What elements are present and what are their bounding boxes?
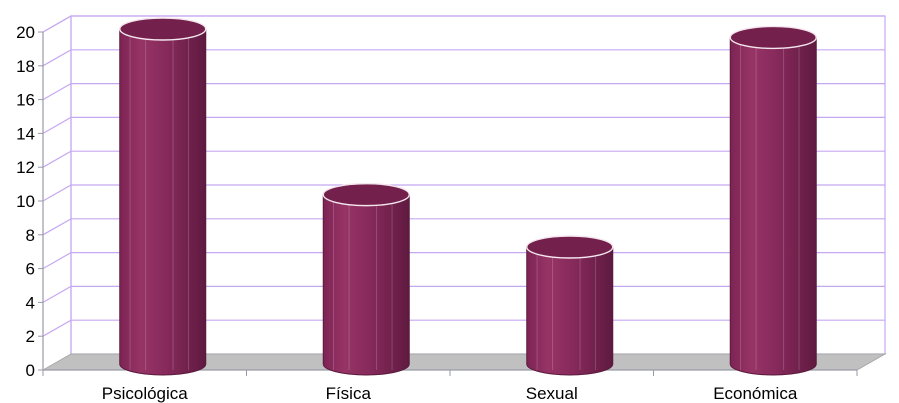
bar (119, 17, 207, 376)
y-tick-label: 18 (16, 57, 35, 76)
x-category-label: Económica (713, 384, 798, 403)
bar-body (729, 36, 817, 376)
x-category-label: Psicológica (102, 384, 189, 403)
x-category-label: Sexual (526, 384, 578, 403)
y-tick-label: 10 (16, 192, 35, 211)
bar (322, 182, 410, 376)
y-tick-label: 2 (26, 327, 35, 346)
gridline (42, 15, 885, 33)
bar (526, 235, 614, 376)
gridline (42, 116, 885, 134)
y-tick-label: 8 (26, 226, 35, 245)
x-axis-category-labels: Psicológica Física Sexual Económica (102, 384, 798, 403)
gridline (42, 218, 885, 236)
gridline (42, 285, 885, 303)
bar-top-cap-shade (527, 237, 612, 258)
gridline (42, 150, 885, 168)
y-tick-label: 14 (16, 124, 35, 143)
bar-top-cap-shade (324, 184, 409, 205)
bar-top-cap-shade (120, 19, 205, 39)
bar-body (322, 194, 410, 376)
gridline (42, 319, 885, 337)
gridline (42, 82, 885, 101)
y-tick-label: 4 (26, 293, 35, 312)
gridline (42, 252, 885, 270)
bars (119, 17, 817, 376)
bar (729, 25, 817, 376)
bar-top-cap-shade (731, 27, 816, 48)
y-axis-tick-labels: 0 2 4 6 8 10 12 14 16 18 20 (16, 23, 35, 380)
bar-body (526, 246, 614, 376)
bar-body (119, 28, 207, 376)
y-tick-label: 12 (16, 158, 35, 177)
y-tick-label: 6 (26, 260, 35, 279)
y-tick-label: 20 (16, 23, 35, 42)
x-category-label: Física (326, 384, 372, 403)
gridlines (42, 15, 885, 337)
y-tick-label: 0 (26, 361, 35, 380)
gridline (42, 184, 885, 202)
gridline (42, 49, 885, 67)
y-tick-label: 16 (16, 91, 35, 110)
